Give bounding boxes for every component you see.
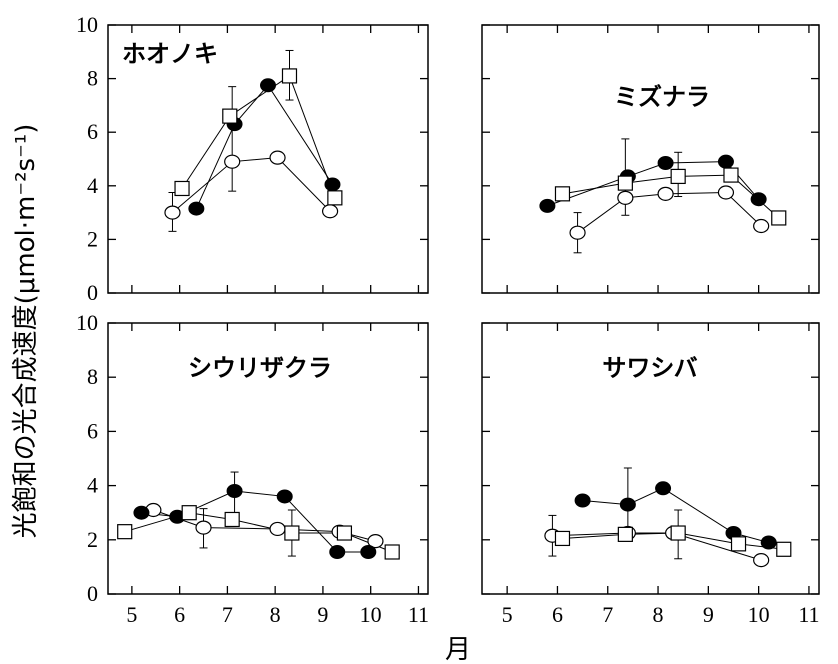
point-filled-circle: [760, 535, 777, 550]
point-filled-circle: [717, 154, 734, 169]
point-filled-circle: [188, 201, 205, 216]
point-filled-circle: [133, 505, 150, 520]
series-line-open-square: [124, 512, 393, 553]
point-filled-circle: [619, 497, 636, 512]
point-open-square: [776, 541, 792, 557]
series-line-open-square: [181, 75, 336, 199]
point-open-circle: [195, 520, 212, 535]
point-open-circle: [367, 534, 384, 549]
y-tick-label: 4: [87, 473, 98, 498]
x-tick-label: 9: [703, 602, 714, 627]
point-filled-circle: [539, 198, 556, 213]
point-open-square: [174, 180, 190, 197]
point-open-square: [117, 524, 133, 540]
panel-2: ミズナラ: [481, 24, 820, 294]
point-open-square: [281, 68, 298, 84]
panel-title: ミズナラ: [614, 83, 710, 111]
y-tick-label: 8: [87, 364, 98, 389]
x-tick-label: 11: [798, 602, 819, 627]
point-open-circle: [321, 204, 339, 219]
point-open-square: [384, 544, 400, 560]
x-tick-label: 5: [126, 602, 137, 627]
plot-frame: [481, 24, 820, 294]
point-filled-circle: [574, 493, 591, 508]
y-tick-label: 6: [87, 119, 98, 144]
point-open-circle: [269, 521, 286, 537]
y-tick-label: 6: [87, 418, 98, 443]
point-open-square: [336, 525, 353, 541]
x-tick-label: 10: [360, 602, 382, 627]
x-tick-label: 6: [174, 602, 185, 627]
x-tick-label: 7: [222, 602, 233, 627]
y-tick-label: 8: [87, 66, 98, 91]
point-open-circle: [753, 553, 770, 568]
y-tick-label: 4: [87, 173, 98, 198]
point-filled-circle: [329, 544, 346, 559]
point-filled-circle: [276, 489, 293, 504]
panel-title: サワシバ: [602, 354, 697, 382]
point-open-circle: [617, 190, 634, 205]
x-tick-label: 8: [270, 602, 281, 627]
point-open-square: [554, 186, 571, 202]
point-open-square: [554, 530, 571, 547]
series-line-filled-circle: [195, 84, 333, 209]
point-open-circle: [269, 150, 286, 165]
point-open-circle: [224, 154, 241, 169]
plot-frame: [107, 24, 429, 294]
y-axis-title: 光飽和の光合成速度(μmol·m⁻²s⁻¹): [11, 124, 41, 539]
x-tick-label: 6: [552, 602, 563, 627]
panel-3: 0 2 4 6 8 10 5 6 7 8 9 10 11 シウリザクラ: [76, 310, 429, 627]
point-open-circle: [569, 225, 586, 240]
point-filled-circle: [360, 544, 377, 559]
point-open-square: [617, 526, 633, 542]
point-open-square: [284, 525, 300, 541]
plot-frame: [481, 322, 820, 595]
point-filled-circle: [226, 484, 243, 499]
point-open-square: [670, 168, 686, 185]
point-open-circle: [717, 185, 735, 200]
panel-4: 5 6 7 8 9 10 11 サワシバ: [481, 322, 820, 627]
y-tick-label: 0: [87, 581, 98, 606]
point-open-square: [181, 505, 197, 521]
point-open-square: [617, 175, 633, 191]
point-filled-circle: [750, 192, 767, 207]
y-tick-label: 2: [87, 527, 98, 552]
point-open-square: [670, 525, 686, 541]
point-filled-circle: [657, 156, 674, 171]
y-tick-label: 10: [76, 310, 98, 335]
x-axis-title: 月: [445, 635, 471, 664]
point-open-square: [222, 108, 238, 124]
series-line-open-circle: [552, 532, 762, 561]
point-filled-circle: [324, 177, 341, 192]
point-open-circle: [164, 205, 181, 220]
point-filled-circle: [655, 481, 672, 496]
y-tick-label: 10: [76, 12, 98, 37]
panel-title: シウリザクラ: [188, 354, 332, 382]
point-open-square: [730, 536, 747, 552]
plot-frame: [107, 322, 429, 595]
x-tick-label: 8: [653, 602, 664, 627]
panel-1: 0 2 4 6 8 10 ホオノキ: [76, 12, 429, 305]
point-open-square: [723, 167, 739, 183]
point-open-circle: [753, 218, 770, 234]
x-tick-label: 7: [602, 602, 613, 627]
series-line-open-circle: [172, 157, 331, 213]
panel-title: ホオノキ: [122, 40, 218, 68]
point-open-square: [224, 511, 240, 528]
point-open-square: [771, 210, 787, 226]
x-tick-label: 9: [317, 602, 328, 627]
y-tick-label: 2: [87, 226, 98, 251]
y-tick-label: 0: [87, 280, 98, 305]
point-filled-circle: [260, 78, 276, 93]
point-open-circle: [657, 186, 674, 201]
point-open-square: [327, 190, 343, 206]
x-tick-label: 10: [748, 602, 770, 627]
x-tick-label: 11: [408, 602, 429, 627]
x-tick-label: 5: [502, 602, 513, 627]
